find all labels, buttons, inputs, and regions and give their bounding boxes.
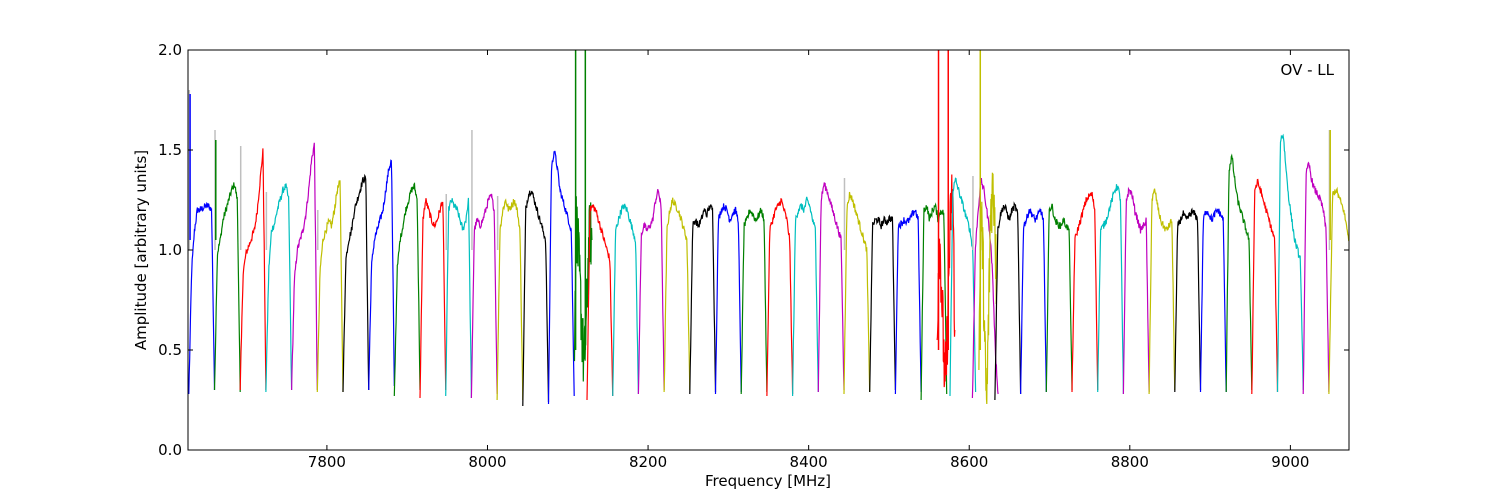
x-tick-label: 8000 (468, 453, 506, 471)
series-line (978, 172, 998, 405)
y-tick-label: 1.0 (158, 241, 182, 259)
y-tick-label: 2.0 (158, 41, 182, 59)
series-layer (188, 50, 1349, 407)
series-line (740, 207, 768, 395)
x-tick-label: 9000 (1271, 453, 1309, 471)
series-line (1020, 207, 1047, 395)
series-line (316, 180, 344, 393)
series-line (949, 177, 977, 397)
x-tick-label: 8200 (629, 453, 667, 471)
series-line (869, 214, 896, 393)
series-line (1328, 186, 1349, 395)
series-line (188, 202, 216, 395)
series-line (470, 193, 498, 399)
series-line (1199, 207, 1227, 393)
series-line (393, 182, 421, 397)
series-line (766, 198, 794, 397)
series-line (663, 197, 691, 393)
x-tick-label: 7800 (308, 453, 346, 471)
series-line (1122, 186, 1150, 395)
series-line (689, 204, 717, 395)
x-tick-label: 8600 (950, 453, 988, 471)
series-line (522, 190, 550, 407)
series-line (817, 182, 845, 393)
series-line (1276, 133, 1304, 393)
series-line (792, 196, 819, 397)
series-line (239, 148, 267, 391)
series-line (1045, 203, 1073, 393)
annotation-label: OV - LL (1281, 61, 1335, 79)
series-line (1071, 191, 1099, 393)
x-tick-label: 8400 (790, 453, 828, 471)
series-line (213, 182, 241, 393)
series-line (714, 203, 742, 395)
y-tick-label: 1.5 (158, 141, 182, 159)
series-line (586, 203, 614, 401)
series-line (445, 197, 472, 399)
series-line (936, 174, 956, 388)
series-line (971, 178, 999, 399)
x-axis-label: Frequency [MHz] (705, 472, 831, 490)
series-line (1148, 188, 1176, 395)
y-tick-label: 0.0 (158, 441, 182, 459)
y-axis-label: Amplitude [arbitrary units] (132, 150, 150, 350)
series-line (342, 173, 370, 393)
series-line (994, 201, 1022, 401)
series-line (612, 203, 639, 397)
series-line (291, 142, 318, 391)
x-tick-label: 8800 (1111, 453, 1149, 471)
series-line (1251, 178, 1279, 395)
series-line (368, 159, 395, 391)
series-line (1225, 153, 1253, 393)
series-line (894, 209, 922, 395)
series-line (920, 202, 948, 401)
series-line (1097, 184, 1124, 395)
tick-layer: 7800 8000 8200 8400 8600 8800 9000 0.0 0.5 1.0 1.5… (158, 41, 1349, 471)
series-line (1302, 161, 1330, 395)
series-line (843, 191, 871, 395)
series-line (496, 198, 524, 401)
series-line (265, 183, 293, 393)
series-line (547, 150, 575, 405)
y-tick-label: 0.5 (158, 341, 182, 359)
series-line (637, 189, 665, 395)
series-line (419, 198, 447, 399)
series-line (1174, 207, 1202, 393)
